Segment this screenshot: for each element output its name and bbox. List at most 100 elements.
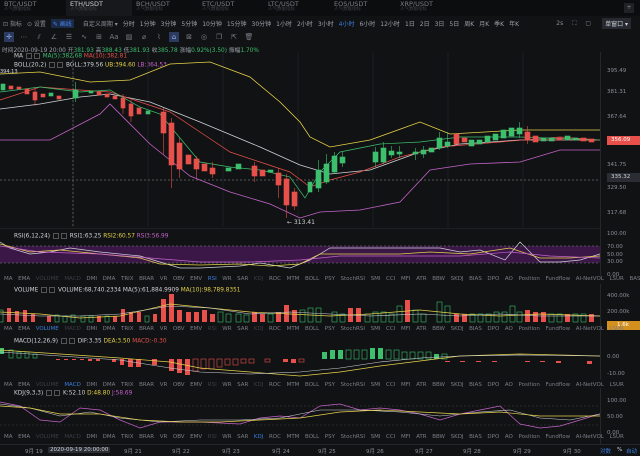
text-tool-icon[interactable]: Aa <box>109 33 119 41</box>
interval-3d[interactable]: 3日 <box>434 20 445 28</box>
macd-settings-icon[interactable] <box>60 338 67 344</box>
tab-ltc-usdt[interactable]: LTC/USDT 人气数据指标 <box>268 0 299 12</box>
percent-scale-button[interactable]: % <box>617 447 623 453</box>
export-icon[interactable]: ⇱ <box>231 33 237 41</box>
settings-button[interactable]: ⊙ 设置 <box>26 20 46 28</box>
kdj-settings-icon[interactable] <box>46 390 53 396</box>
window-mode-select[interactable]: 单窗口 ▾ <box>602 18 631 29</box>
interval-month[interactable]: 月K <box>479 20 490 28</box>
candlestick-chart[interactable]: ← 313.41 <box>0 52 600 227</box>
tab-etc-usdt[interactable]: ETC/USDT 人气数据指标 <box>202 0 235 12</box>
log-scale-button[interactable]: 对数 <box>600 449 612 455</box>
measure-icon[interactable]: ⌇ <box>157 33 161 41</box>
interval-12h[interactable]: 12小时 <box>380 20 400 28</box>
crosshair-icon[interactable]: ✛ <box>4 32 14 42</box>
low-marker: ← 313.41 <box>287 219 315 226</box>
volume-legend: VOLUME VOLUME:68,740.2334 MA(5):61,884.9… <box>14 287 241 294</box>
window-icon[interactable]: ▢ <box>585 20 592 27</box>
interval-30m[interactable]: 30分钟 <box>251 20 272 28</box>
macd-close-icon[interactable] <box>68 338 75 344</box>
open-value: 381.93 <box>73 48 94 54</box>
fib-tool-icon[interactable]: ⫽ <box>37 33 41 41</box>
change-value: 0.92%(3.50) <box>191 48 227 54</box>
boll-close-icon[interactable] <box>57 62 64 68</box>
rsi-legend: RSI(6,12,24) RSI1:63.25 RSI2:60.57 RSI3:… <box>14 233 169 240</box>
kdj-close-icon[interactable] <box>54 390 61 396</box>
rsi-axis[interactable]: 100.00 70.00 50.00 30.00 0.00 <box>600 228 640 278</box>
crosshair-time-tag: 2020-09-19 20:00:00 <box>48 447 111 453</box>
interval-10m[interactable]: 10分钟 <box>202 20 222 28</box>
indicator-bar-kdj: MA EMA VOLUME MACD DMI DMA TRIX BRAR VR OBV EMV RSI… <box>4 434 624 440</box>
boll-settings-icon[interactable] <box>49 62 56 68</box>
bar-time: 2020-09-19 20:00 <box>13 48 66 54</box>
copy-icon[interactable]: ❐ <box>215 33 223 41</box>
drawing-toolbar: ✛ ⋯ ⫽ ∠ ☰ ∿ ⊞ Aa ▨ ⌀ ⌇ ⌂ ⊠ ◎ ❐ ⇱ 🗑 <box>0 30 640 44</box>
lock-icon[interactable]: ⊠ <box>186 33 192 41</box>
draw-button[interactable]: ✎ 画线 <box>50 18 74 28</box>
interval-year[interactable]: 年K <box>509 20 519 28</box>
macd-legend: MACD(12,26,9) DIF:3.35 DEA:3.50 MACD:-0.… <box>14 338 167 345</box>
interval-week[interactable]: 周K <box>464 20 475 28</box>
ma-legend: MA MA(5):382.68 MA(10):382.81 <box>14 53 128 60</box>
interval-2d[interactable]: 2日 <box>419 20 430 28</box>
ma-close-icon[interactable] <box>33 53 40 59</box>
kdj-legend: KDJ(9,3,3) K:52.10 D:48.80 J:58.69 <box>14 390 133 397</box>
eraser-icon[interactable]: ⌀ <box>141 33 147 41</box>
hide-icon[interactable]: ◎ <box>200 33 208 41</box>
interval-3m[interactable]: 3分钟 <box>160 20 177 28</box>
tab-bch-usdt[interactable]: BCH/USDT 人气数据指标 <box>136 0 170 12</box>
interval-1h[interactable]: 1小时 <box>276 20 292 28</box>
volume-close-icon[interactable] <box>49 287 56 293</box>
magnet-icon[interactable]: ⌂ <box>169 32 179 42</box>
last-price-tag: 356.09 <box>607 136 640 145</box>
rect-tool-icon[interactable]: ⊞ <box>96 33 102 41</box>
tab-eth-usdt[interactable]: ETH/USDT 人气数据指标 <box>66 0 132 16</box>
rsi-settings-icon[interactable] <box>52 233 59 239</box>
interval-quarter[interactable]: 季K <box>494 20 505 28</box>
ohlc-info: 时间2020-09-19 20:00 开381.93 高388.43 低381.… <box>2 48 259 54</box>
delete-icon[interactable]: 🗑 <box>244 33 254 41</box>
kdj-chart[interactable] <box>0 398 600 432</box>
channel-tool-icon[interactable]: ☰ <box>65 33 73 41</box>
interval-3h[interactable]: 3小时 <box>317 20 334 28</box>
angle-tool-icon[interactable]: ∠ <box>50 33 58 41</box>
rsi-chart[interactable] <box>0 240 600 276</box>
price-axis[interactable]: 395.49 381.31 367.64 356.09 341.75 335.3… <box>600 52 640 228</box>
volume-settings-icon[interactable] <box>41 287 48 293</box>
interval-1d[interactable]: 1日 <box>404 20 415 28</box>
tab-xrp-usdt[interactable]: XRP/USDT 人气数据指标 <box>400 0 433 12</box>
pair-tabs: BTC/USDT 人气数据指标 ETH/USDT 人气数据指标 BCH/USDT 人气… <box>0 0 640 16</box>
kdj-axis[interactable]: 100.00 50.00 0.00 <box>600 388 640 444</box>
tab-btc-usdt[interactable]: BTC/USDT 人气数据指标 <box>4 0 37 12</box>
wave-tool-icon[interactable]: ∿ <box>81 33 87 41</box>
custom-period-dropdown[interactable]: 自定义周期 ▾ <box>82 20 118 28</box>
add-tab-button[interactable]: + <box>624 3 634 13</box>
macd-axis[interactable]: 0.00 -10.00 <box>600 332 640 380</box>
interval-6h[interactable]: 6小时 <box>359 20 376 28</box>
interval-1m[interactable]: 1分钟 <box>139 20 156 28</box>
macd-chart[interactable] <box>0 346 600 378</box>
interval-2h[interactable]: 2小时 <box>296 20 313 28</box>
crosshair-price-tag: 335.32 <box>607 173 640 182</box>
tab-eos-usdt[interactable]: EOS/USDT 人气数据指标 <box>334 0 368 12</box>
interval-4h[interactable]: 4小时 <box>338 20 355 28</box>
indicator-bar-macd: MA EMA VOLUME MACD DMI DMA TRIX BRAR VR OBV EMV RSI… <box>4 382 624 388</box>
rsi-close-icon[interactable] <box>60 233 67 239</box>
refresh-rate[interactable]: 2s <box>556 20 564 27</box>
brush-tool-icon[interactable]: ▨ <box>125 33 133 41</box>
interval-5m[interactable]: 5分钟 <box>181 20 198 28</box>
interval-tick[interactable]: 分时 <box>122 20 135 28</box>
fullscreen-icon[interactable]: ⛶ <box>572 19 577 27</box>
interval-15m[interactable]: 15分钟 <box>226 20 247 28</box>
time-axis[interactable]: 9月 19 2020-09-19 20:00:00 9月 21 9月 22 9月… <box>0 444 640 456</box>
volume-chart[interactable] <box>0 294 600 324</box>
low-value: 381.93 <box>129 48 150 54</box>
line-tool-icon[interactable]: ⋯ <box>20 33 28 41</box>
interval-5d[interactable]: 5日 <box>449 20 460 28</box>
indicator-bar-rsi: MA EMA VOLUME MACD DMI DMA TRIX BRAR VR OBV EMV RSI… <box>4 276 640 282</box>
pane-divider[interactable] <box>0 228 600 229</box>
ma-settings-icon[interactable] <box>25 53 32 59</box>
volume-axis[interactable]: 400.00k 200.00k 1.6k <box>600 284 640 332</box>
auto-scale-button[interactable]: 自动 <box>626 449 638 455</box>
indicator-button[interactable]: ⊡ 指标 <box>3 20 22 28</box>
